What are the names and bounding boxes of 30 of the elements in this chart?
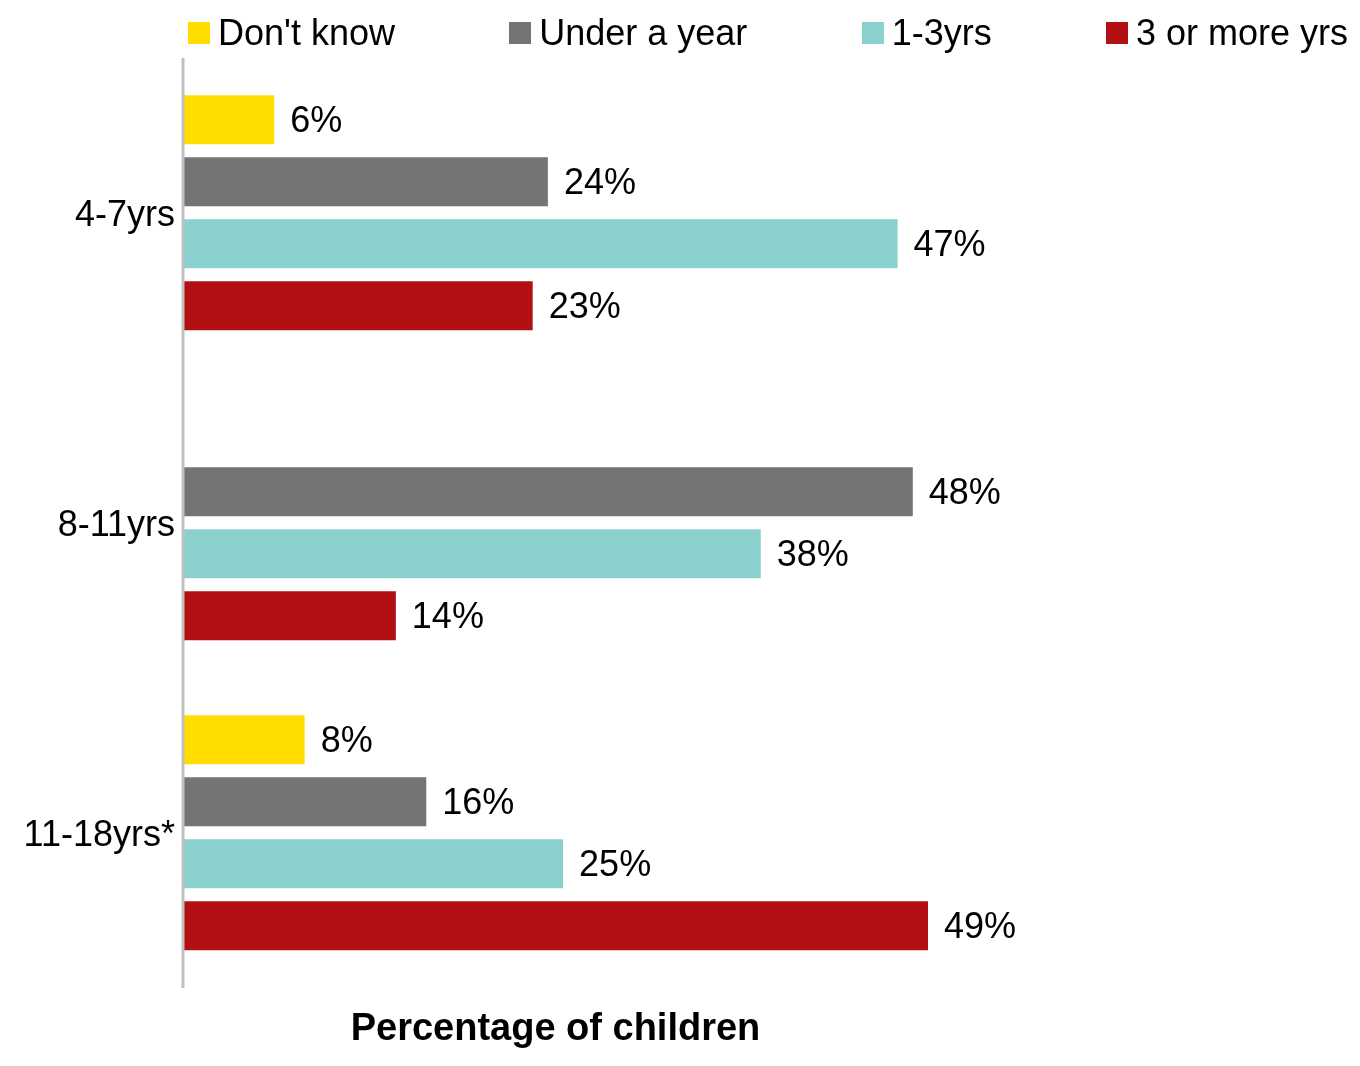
x-axis-title: Percentage of children (350, 1006, 761, 1048)
data-label: 8% (320, 719, 373, 761)
bar (183, 529, 761, 579)
data-label: 16% (442, 781, 515, 823)
bar (183, 467, 913, 517)
data-label: 48% (928, 471, 1001, 513)
bar (183, 157, 548, 207)
bar (183, 839, 564, 889)
legend-label: 1-3yrs (890, 12, 992, 54)
data-label: 49% (944, 905, 1017, 947)
bar (183, 901, 928, 951)
data-label: 25% (579, 843, 652, 885)
y-tick-label: 8-11yrs (57, 502, 175, 544)
y-tick-label: 11-18yrs* (23, 812, 175, 854)
bar (183, 95, 275, 145)
data-label: 23% (548, 285, 621, 327)
data-label: 14% (411, 595, 484, 637)
data-label: 24% (563, 161, 636, 203)
bar (183, 777, 427, 827)
legend-label: Under a year (538, 12, 748, 54)
data-label: 38% (776, 533, 849, 575)
bar (183, 591, 396, 641)
bar (183, 715, 305, 765)
data-label: 47% (913, 223, 986, 265)
bar (183, 219, 898, 269)
bar (183, 281, 533, 331)
y-tick-label: 4-7yrs (74, 192, 175, 234)
data-label: 6% (290, 99, 343, 141)
legend-label: 3 or more yrs (1134, 12, 1348, 54)
legend-label: Don't know (217, 12, 395, 54)
